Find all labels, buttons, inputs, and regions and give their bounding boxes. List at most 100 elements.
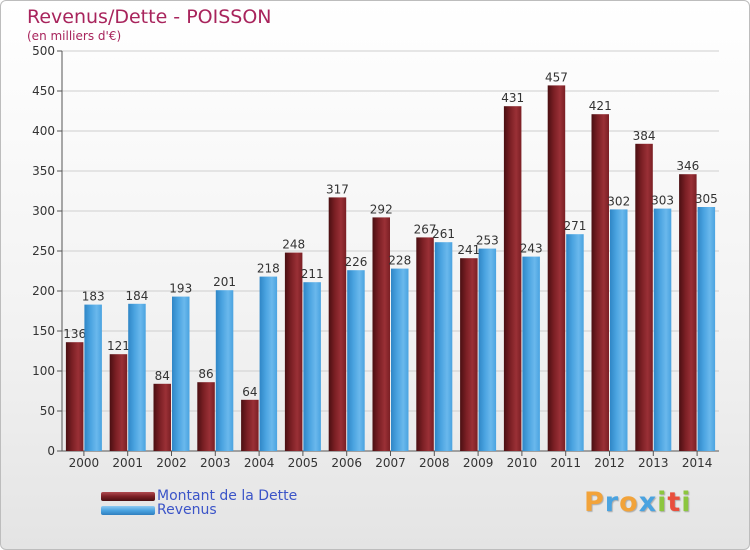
data-label-revenus: 211 — [301, 267, 324, 281]
data-label-revenus: 184 — [125, 289, 148, 303]
bar-revenus — [259, 276, 278, 451]
bar-revenus — [522, 256, 540, 451]
legend-swatch-dette — [101, 491, 155, 501]
bar-revenus — [434, 242, 453, 451]
x-tick-label: 2011 — [550, 456, 581, 470]
data-label-dette: 267 — [414, 222, 437, 236]
bar-dette — [197, 382, 215, 451]
logo-letter: P — [584, 487, 605, 518]
y-tick-label: 500 — [32, 44, 55, 58]
legend-label-dette: Montant de la Dette — [157, 488, 298, 504]
data-label-dette: 292 — [370, 202, 393, 216]
x-tick-label: 2009 — [463, 456, 494, 470]
bar-dette — [679, 174, 697, 451]
chart-title: Revenus/Dette - POISSON — [27, 6, 272, 28]
data-label-dette: 384 — [633, 129, 656, 143]
x-tick-label: 2004 — [244, 456, 275, 470]
data-label-revenus: 243 — [520, 242, 543, 256]
bar-dette — [635, 143, 653, 452]
proxiti-logo: Proxiti — [584, 487, 692, 518]
y-tick-label: 350 — [32, 164, 55, 178]
bar-revenus — [303, 282, 321, 451]
data-label-dette: 86 — [198, 367, 213, 381]
data-label-dette: 84 — [155, 369, 170, 383]
y-tick-label: 400 — [32, 124, 55, 138]
data-label-dette: 431 — [501, 91, 524, 105]
x-tick-label: 2001 — [112, 456, 143, 470]
x-tick-label: 2000 — [69, 456, 100, 470]
y-tick-label: 50 — [40, 404, 55, 418]
legend-item-revenus: Revenus — [101, 502, 217, 518]
data-label-revenus: 303 — [651, 194, 674, 208]
data-label-dette: 317 — [326, 182, 349, 196]
bar-revenus — [653, 208, 672, 451]
data-label-revenus: 201 — [213, 275, 236, 289]
y-tick-label: 300 — [32, 204, 55, 218]
bar-revenus — [391, 268, 409, 451]
bar-revenus — [347, 270, 365, 451]
bar-dette — [591, 114, 609, 451]
y-tick-label: 100 — [32, 364, 55, 378]
data-label-revenus: 193 — [169, 282, 192, 296]
bar-dette — [109, 354, 128, 451]
x-tick-label: 2010 — [507, 456, 538, 470]
bar-dette — [241, 399, 259, 451]
data-label-revenus: 218 — [257, 262, 280, 276]
chart-subtitle: (en milliers d'€) — [27, 29, 122, 43]
data-label-dette: 248 — [282, 238, 305, 252]
logo-letter: x — [638, 487, 658, 518]
bar-revenus — [566, 234, 584, 451]
bar-revenus — [478, 248, 497, 451]
legend-label-revenus: Revenus — [157, 502, 217, 518]
bar-dette — [372, 217, 390, 451]
x-tick-label: 2013 — [638, 456, 669, 470]
x-tick-label: 2005 — [288, 456, 319, 470]
bar-revenus — [172, 296, 190, 451]
data-label-revenus: 183 — [82, 290, 105, 304]
y-tick-label: 450 — [32, 84, 55, 98]
bar-dette — [503, 106, 522, 451]
data-label-dette: 421 — [589, 99, 612, 113]
data-label-dette: 136 — [63, 327, 86, 341]
legend-item-dette: Montant de la Dette — [101, 488, 297, 504]
data-label-revenus: 302 — [607, 194, 630, 208]
data-label-revenus: 226 — [344, 255, 367, 269]
bar-revenus — [610, 209, 628, 451]
x-tick-label: 2002 — [156, 456, 187, 470]
data-label-dette: 64 — [242, 385, 257, 399]
bar-dette — [328, 197, 347, 451]
y-tick-label: 0 — [47, 444, 55, 458]
x-tick-label: 2014 — [682, 456, 713, 470]
logo-letter: i — [681, 487, 692, 518]
y-tick-label: 250 — [32, 244, 55, 258]
data-label-revenus: 228 — [388, 254, 411, 268]
bar-revenus — [84, 304, 102, 451]
bar-dette — [416, 237, 434, 451]
bar-dette — [547, 85, 566, 452]
bar-revenus — [697, 207, 716, 451]
legend-swatch-revenus — [101, 505, 155, 515]
bar-revenus — [128, 303, 146, 451]
y-tick-label: 200 — [32, 284, 55, 298]
x-tick-label: 2012 — [594, 456, 625, 470]
bar-revenus — [215, 290, 234, 451]
data-label-dette: 121 — [107, 339, 130, 353]
data-label-revenus: 261 — [432, 227, 455, 241]
logo-letter: i — [657, 487, 668, 518]
data-label-revenus: 305 — [695, 192, 718, 206]
logo-letter: r — [604, 487, 620, 518]
bar-dette — [460, 258, 478, 451]
bar-dette — [284, 252, 303, 451]
x-tick-label: 2007 — [375, 456, 406, 470]
data-label-dette: 346 — [676, 159, 699, 173]
data-label-revenus: 253 — [476, 234, 499, 248]
y-tick-label: 150 — [32, 324, 55, 338]
bar-dette — [153, 383, 171, 451]
logo-letter: o — [619, 487, 639, 518]
x-tick-label: 2008 — [419, 456, 450, 470]
bar-dette — [65, 342, 84, 451]
logo-letter: t — [667, 487, 682, 518]
x-tick-label: 2003 — [200, 456, 231, 470]
x-tick-label: 2006 — [331, 456, 362, 470]
